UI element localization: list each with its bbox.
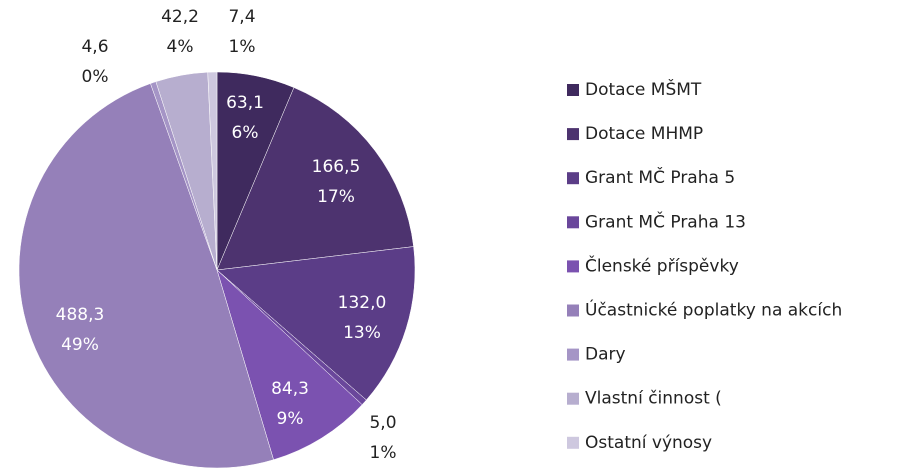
legend-swatch — [567, 392, 579, 405]
percent-label: 49% — [61, 335, 99, 355]
value-label: 84,3 — [271, 379, 309, 399]
legend-swatch — [567, 436, 579, 449]
percent-label: 1% — [370, 443, 397, 463]
legend-label: Ostatní výnosy — [585, 433, 712, 453]
pie-slice — [207, 71, 218, 271]
legend-label: Dary — [585, 345, 626, 365]
percent-label: 4% — [167, 37, 194, 57]
pie-slice — [216, 87, 414, 271]
percent-label: 9% — [277, 409, 304, 429]
value-label: 42,2 — [161, 7, 199, 27]
value-label: 5,0 — [369, 413, 396, 433]
legend-swatch — [567, 128, 579, 141]
legend-swatch — [567, 304, 579, 317]
pie-slice — [18, 83, 274, 469]
value-label: 166,5 — [312, 157, 361, 177]
legend-swatch — [567, 216, 579, 229]
value-label: 132,0 — [338, 293, 387, 313]
pie-slice — [216, 269, 363, 461]
legend-swatch — [567, 172, 579, 185]
legend-label: Grant MČ Praha 13 — [585, 210, 746, 232]
value-label: 4,6 — [81, 37, 108, 57]
legend-label: Účastnické poplatky na akcích — [585, 299, 842, 321]
percent-label: 0% — [82, 67, 109, 87]
legend-label: Dotace MHMP — [585, 124, 703, 144]
legend-swatch — [567, 348, 579, 361]
pie-slice — [216, 246, 416, 401]
value-label: 488,3 — [56, 305, 105, 325]
legend-label: Dotace MŠMT — [585, 78, 702, 100]
percent-label: 6% — [232, 123, 259, 143]
value-label: 63,1 — [226, 93, 264, 113]
legend-label: Vlastní činnost ( — [585, 389, 722, 409]
legend-swatch — [567, 260, 579, 273]
percent-label: 17% — [317, 187, 355, 207]
legend-swatch — [567, 84, 579, 96]
percent-label: 1% — [229, 37, 256, 57]
legend-label: Členské příspěvky — [585, 254, 739, 276]
legend-label: Grant MČ Praha 5 — [585, 166, 735, 188]
percent-label: 13% — [343, 323, 381, 343]
value-label: 7,4 — [228, 7, 255, 27]
